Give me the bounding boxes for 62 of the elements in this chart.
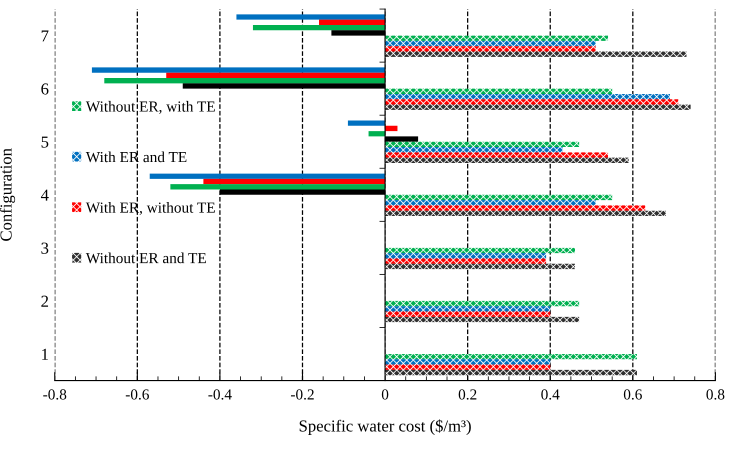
y-tick-label: 2 xyxy=(41,296,48,307)
bar xyxy=(252,24,386,30)
legend-label: With ER, without TE xyxy=(86,202,215,215)
bar xyxy=(348,120,386,126)
x-tick-label: -0.2 xyxy=(290,389,314,400)
bar xyxy=(385,370,637,376)
bar xyxy=(319,20,386,25)
x-tick-label: -0.4 xyxy=(208,389,232,400)
bar xyxy=(385,300,580,306)
bar xyxy=(385,258,546,264)
bar xyxy=(385,253,546,258)
bar xyxy=(236,14,386,20)
bar xyxy=(385,248,576,254)
bar xyxy=(385,158,629,163)
y-tick-label: 3 xyxy=(41,242,48,254)
y-tick-label: 4 xyxy=(40,190,49,201)
bar xyxy=(150,174,386,179)
bar xyxy=(385,194,612,200)
y-tick-label: 1 xyxy=(42,348,48,360)
bar xyxy=(385,354,637,360)
x-axis-title: Specific water cost ($/m³) xyxy=(300,419,471,435)
bar xyxy=(385,46,596,52)
bar xyxy=(385,364,550,370)
bar xyxy=(385,210,666,216)
bar xyxy=(385,40,596,46)
x-tick-label: 0.4 xyxy=(541,389,560,400)
legend-label: With ER and TE xyxy=(86,151,186,162)
bar xyxy=(104,78,386,84)
bar xyxy=(385,52,686,57)
bar xyxy=(385,36,608,41)
bar xyxy=(385,88,612,94)
bar xyxy=(368,131,386,136)
bar xyxy=(385,126,398,132)
bar xyxy=(92,67,386,73)
y-tick-label: 5 xyxy=(42,136,48,148)
bar xyxy=(385,306,550,312)
x-tick-label: 0.2 xyxy=(458,389,476,400)
bar xyxy=(385,99,678,105)
bar xyxy=(385,152,608,158)
x-tick-label: 0.8 xyxy=(706,389,724,400)
x-tick-label: 0.6 xyxy=(624,389,642,400)
legend-label: Without ER and TE xyxy=(86,252,206,264)
bar xyxy=(385,312,550,317)
bar xyxy=(203,178,386,184)
bar xyxy=(385,359,550,365)
bar xyxy=(170,184,386,190)
bar xyxy=(385,264,576,270)
x-tick-label: -0.6 xyxy=(126,389,149,400)
y-axis-title: Configuration xyxy=(0,148,16,241)
bar xyxy=(385,316,580,322)
bar xyxy=(385,104,691,110)
bar xyxy=(385,142,580,148)
bar xyxy=(385,94,670,100)
bar xyxy=(385,205,646,211)
bar xyxy=(385,200,596,206)
bar xyxy=(385,147,563,152)
x-tick-label: -0.8 xyxy=(43,389,66,400)
legend-label: Without ER, with TE xyxy=(86,100,215,114)
y-tick-label: 7 xyxy=(42,30,48,42)
x-tick-label: 0 xyxy=(382,389,388,400)
bar xyxy=(166,72,386,78)
y-tick-label: 6 xyxy=(41,83,48,95)
